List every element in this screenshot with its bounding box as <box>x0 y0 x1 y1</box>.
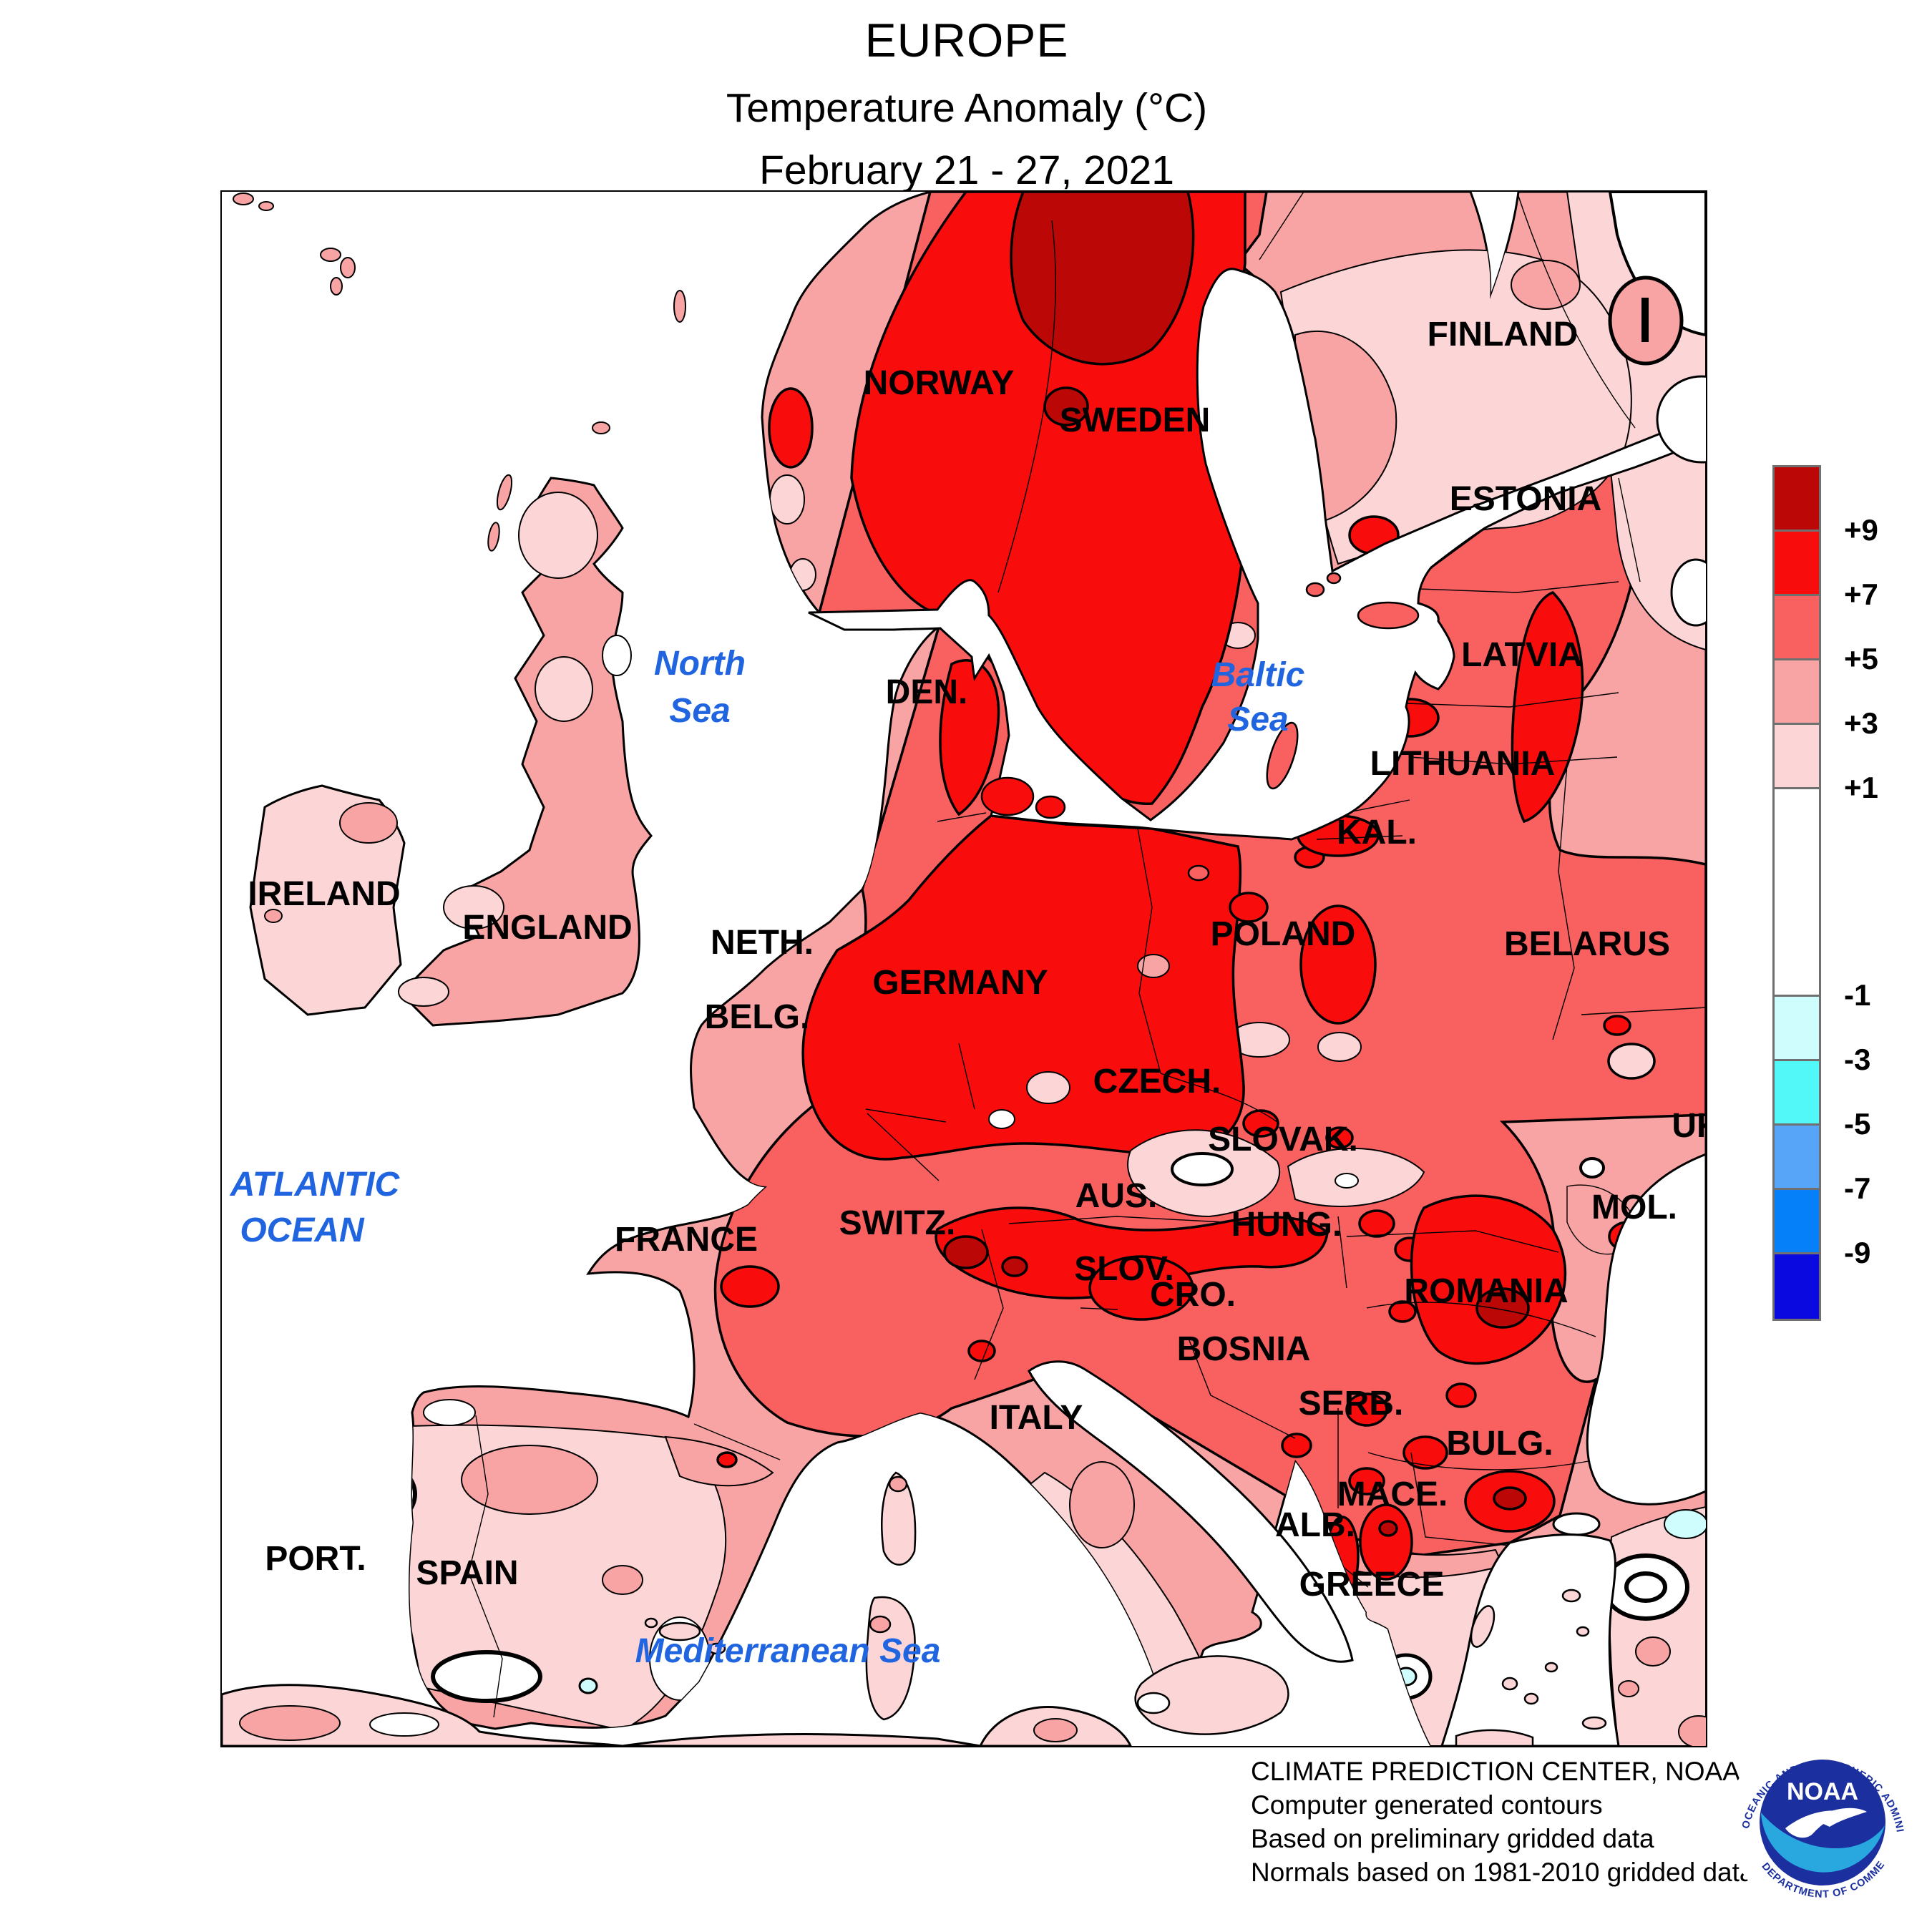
british-isles <box>233 192 686 1027</box>
credits-block: CLIMATE PREDICTION CENTER, NOAA Computer … <box>1251 1755 1755 1889</box>
credits-line-1: CLIMATE PREDICTION CENTER, NOAA <box>1251 1757 1740 1786</box>
country-label-ireland: IRELAND <box>248 875 401 913</box>
country-label-cro: CRO. <box>1150 1276 1236 1314</box>
region-greece-cyan <box>1380 1653 1433 1700</box>
baltic-sea <box>808 268 1697 841</box>
lake-ladoga <box>1656 375 1706 464</box>
region-czech-slovak <box>988 954 1425 1218</box>
sea-label-ocean: OCEAN <box>240 1211 364 1249</box>
country-label-alb: ALB. <box>1275 1506 1355 1544</box>
noaa-seagull-icon <box>1785 1807 1867 1838</box>
regions-plus9 <box>943 192 1530 1537</box>
legend-tick--1: -1 <box>1844 978 1870 1012</box>
lake-onega <box>1670 558 1706 627</box>
adriatic-sea <box>1028 1360 1354 1663</box>
legend-tick--3: -3 <box>1844 1043 1870 1076</box>
country-label-aus: AUS. <box>1075 1177 1158 1215</box>
color-scale-legend: +9 +7 +5 +3 +1 -1 -3 -5 -7 -9 <box>1772 465 1930 1324</box>
country-label-bulg: BULG. <box>1446 1425 1553 1463</box>
country-label-slov: SLOV. <box>1074 1250 1174 1288</box>
islands <box>644 572 1607 1746</box>
north-africa <box>222 1684 1132 1746</box>
legend-block--7-to--5 <box>1772 1123 1821 1190</box>
legend-block--5-to--3 <box>1772 1059 1821 1126</box>
country-label-kal: KAL. <box>1337 814 1417 852</box>
legend-tick-+7: +7 <box>1844 577 1878 611</box>
legend-canvas: +9 +7 +5 +3 +1 -1 -3 -5 -7 -9 <box>1772 465 1878 1321</box>
legend-tick-+9: +9 <box>1844 513 1878 547</box>
country-label-france: FRANCE <box>615 1221 758 1259</box>
sea-label-sea: Sea <box>669 692 731 730</box>
country-label-germany: GERMANY <box>872 964 1048 1002</box>
legend-block--9-to--7 <box>1772 1188 1821 1254</box>
country-label-slovak: SLOVAK. <box>1208 1121 1358 1158</box>
seas <box>808 268 1706 1746</box>
europe-anomaly-map: NORWAY SWEDEN FINLAND ESTONIA LATVIA LITHUANI… <box>220 190 1707 1747</box>
country-label-norway: NORWAY <box>863 364 1015 402</box>
region-turkey-features <box>1602 1509 1706 1621</box>
map-subtitle: Temperature Anomaly (°C) <box>726 85 1208 131</box>
legend-block-+3-to-+5 <box>1772 658 1821 725</box>
sea-label-mediterranean-sea: Mediterranean Sea <box>635 1632 941 1670</box>
country-label-lithuania: LITHUANIA <box>1370 745 1556 783</box>
country-label-den: DEN. <box>885 673 968 711</box>
country-label-greece: GREECE <box>1299 1566 1445 1604</box>
country-label-neth: NETH. <box>711 924 814 962</box>
map-title: EUROPE <box>864 14 1069 67</box>
map-date-range: February 21 - 27, 2021 <box>759 147 1174 193</box>
legend-block--3-to--1 <box>1772 995 1821 1061</box>
country-label-latvia: LATVIA <box>1461 636 1583 674</box>
legend-tick-+1: +1 <box>1844 771 1878 804</box>
legend-tick--7: -7 <box>1844 1171 1870 1205</box>
country-label-mace: MACE. <box>1337 1475 1448 1513</box>
noaa-emblem-lightblue <box>1761 1813 1885 1873</box>
country-label-romania: ROMANIA <box>1404 1272 1568 1310</box>
country-label-spain: SPAIN <box>416 1554 519 1592</box>
country-label-sweden: SWEDEN <box>1059 401 1211 439</box>
country-label-hung: HUNG. <box>1231 1206 1342 1244</box>
legend-block--1-to-+1 <box>1772 787 1821 997</box>
country-label-estonia: ESTONIA <box>1449 480 1602 518</box>
lake-island-feature <box>1608 275 1684 366</box>
credits-line-2: Computer generated contours <box>1251 1790 1603 1820</box>
country-label-serb: SERB. <box>1298 1385 1404 1423</box>
country-label-belg: BELG. <box>704 998 810 1036</box>
country-label-bosnia: BOSNIA <box>1176 1330 1311 1368</box>
country-label-finland: FINLAND <box>1427 316 1579 353</box>
noaa-acronym: NOAA <box>1787 1778 1858 1805</box>
country-label-switz: SWITZ. <box>839 1204 956 1242</box>
sea-of-marmara <box>1552 1512 1601 1536</box>
legend-block-+1-to-+3 <box>1772 723 1821 789</box>
legend-tick-+3: +3 <box>1844 706 1878 740</box>
country-label-czech: CZECH. <box>1093 1063 1221 1101</box>
region-spain-cyan <box>578 1677 598 1694</box>
country-label-mol: MOL. <box>1591 1189 1677 1226</box>
sea-label-atlantic: ATLANTIC <box>230 1166 400 1204</box>
national-borders <box>468 192 1706 1718</box>
sea-label-sea: Sea <box>1227 701 1289 738</box>
legend-block-below--9 <box>1772 1252 1821 1321</box>
legend-block-above-+9 <box>1772 465 1821 532</box>
country-label-port: PORT. <box>265 1540 366 1578</box>
country-label-england: ENGLAND <box>462 909 633 947</box>
country-label-italy: ITALY <box>989 1399 1083 1437</box>
black-sea <box>1586 1153 1706 1506</box>
noaa-logo: NATIONAL OCEANIC AND ATMOSPHERIC ADMINIS… <box>1728 1728 1917 1917</box>
legend-tick-+5: +5 <box>1844 642 1878 675</box>
map-canvas <box>222 192 1706 1746</box>
legend-tick--9: -9 <box>1844 1236 1870 1269</box>
legend-block-+7-to-+9 <box>1772 530 1821 596</box>
legend-tick--5: -5 <box>1844 1107 1870 1141</box>
legend-block-+5-to-+7 <box>1772 594 1821 660</box>
credits-line-3: Based on preliminary gridded data <box>1251 1824 1654 1853</box>
sea-label-baltic: Baltic <box>1211 656 1305 694</box>
country-label-belarus: BELARUS <box>1503 925 1671 963</box>
country-label-ukr: UKR. <box>1672 1107 1706 1145</box>
country-label-poland: POLAND <box>1210 915 1356 953</box>
sea-label-north: North <box>654 645 746 683</box>
credits-line-4: Normals based on 1981-2010 gridded data <box>1251 1858 1755 1887</box>
